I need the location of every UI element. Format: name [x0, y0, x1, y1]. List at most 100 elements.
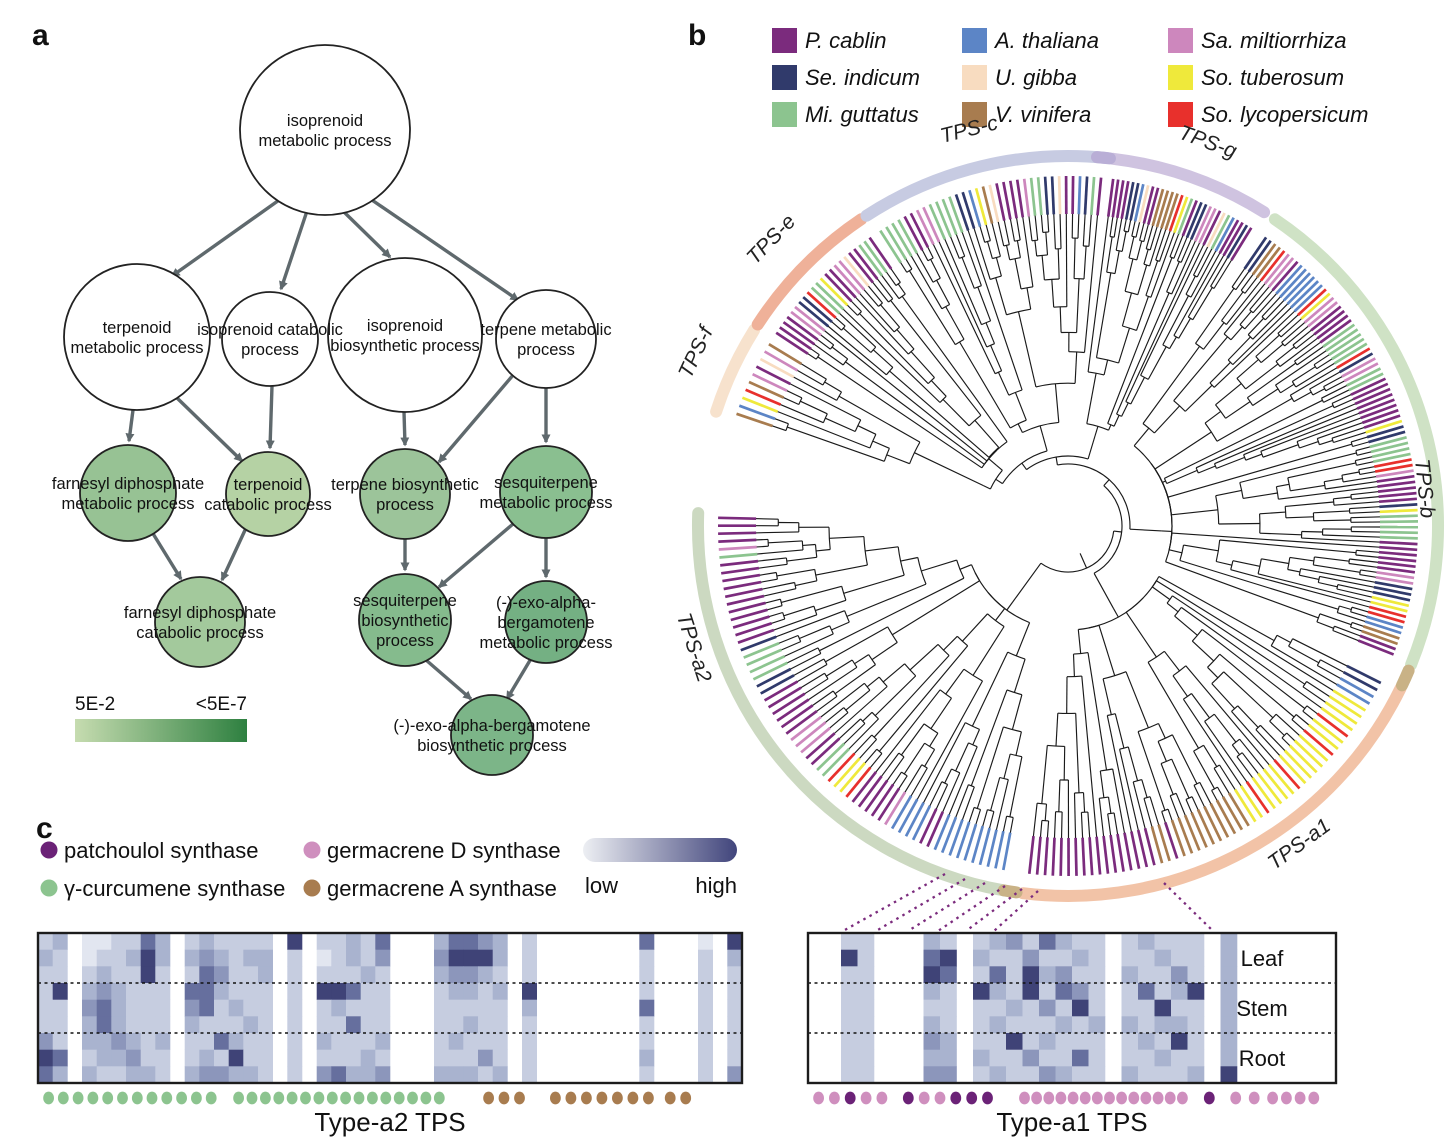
- heatmap-cell: [478, 1016, 493, 1034]
- species-name: V. vinifera: [995, 102, 1091, 127]
- heatmap-cell: [228, 983, 244, 1000]
- synthase-label: patchoulol synthase: [64, 838, 258, 863]
- tree-tip: [928, 203, 947, 240]
- heatmap-cell: [1121, 1049, 1139, 1067]
- heatmap-cell: [111, 1066, 127, 1084]
- tree-tip: [1177, 817, 1194, 854]
- heatmap-cell: [375, 1049, 391, 1067]
- gene-type-dot: [550, 1091, 561, 1105]
- heatmap-cell: [434, 966, 449, 984]
- heatmap-cell: [258, 1066, 273, 1084]
- tree-tip: [1206, 212, 1226, 248]
- clade-ring-arc: [1107, 152, 1271, 219]
- tree-tip: [1283, 749, 1313, 779]
- heatmap-cell: [155, 966, 171, 984]
- heatmap-cell: [228, 1033, 244, 1050]
- tree-tip: [1183, 814, 1201, 851]
- heatmap-cell: [258, 1049, 273, 1067]
- heatmap-cell: [1088, 999, 1106, 1017]
- heatmap-cell: [727, 1049, 743, 1067]
- heatmap-cell: [448, 1016, 464, 1034]
- heatmap-cell: [184, 933, 200, 950]
- tree-tip: [1251, 243, 1277, 276]
- species-legend: b P. cablin Se. indicum Mi. guttatus A. thal…: [688, 19, 1369, 127]
- tree-tip: [795, 721, 827, 748]
- heatmap-cell: [52, 1033, 68, 1050]
- tree-tip: [870, 783, 895, 817]
- heatmap-cell: [639, 966, 655, 984]
- tree-tip: [1282, 272, 1311, 302]
- go-term-label: process: [376, 496, 434, 514]
- clade-label: TPS-e: [742, 210, 800, 269]
- heatmap-cell: [1154, 1016, 1172, 1034]
- heatmap-cell: [1121, 999, 1139, 1017]
- gene-type-dot: [1248, 1091, 1260, 1105]
- tree-tip: [961, 191, 976, 229]
- clade-ring-arc: [1016, 682, 1407, 902]
- tree-tip: [1209, 802, 1230, 838]
- heatmap-cell: [989, 1016, 1007, 1034]
- heatmap-cell: [199, 966, 215, 984]
- heatmap-cell: [1022, 1033, 1040, 1050]
- tree-tip: [1330, 337, 1365, 361]
- dag-edge: [505, 656, 534, 701]
- tree-tip: [1339, 677, 1375, 699]
- tree-tip: [1374, 458, 1412, 469]
- heatmap-cell: [1171, 983, 1188, 1000]
- heatmap-cell: [258, 949, 273, 967]
- tree-tip: [738, 404, 776, 421]
- heatmap-cell: [841, 933, 858, 950]
- heatmap-type-a1-tps: Type-a1 TPS Leaf Stem Root: [806, 931, 1338, 1137]
- tree-tip: [798, 300, 830, 328]
- dag-edge: [437, 522, 515, 589]
- heatmap-cell: [287, 966, 303, 984]
- scale-min-label: 5E-2: [75, 694, 115, 715]
- heatmap-cell: [140, 1049, 156, 1067]
- heatmap-title: Type-a2 TPS: [314, 1107, 465, 1137]
- heatmap-cell: [360, 1033, 376, 1050]
- gene-type-dot: [1116, 1091, 1127, 1105]
- heatmap-cell: [155, 1016, 171, 1034]
- heatmap-cell: [940, 966, 957, 984]
- heatmap-cell: [463, 1049, 479, 1067]
- tree-tip: [1263, 253, 1290, 285]
- heatmap-cell: [1154, 966, 1172, 984]
- heatmap-cell: [463, 949, 479, 967]
- tree-tip: [1379, 514, 1418, 519]
- tree-tip: [1129, 182, 1140, 221]
- heatmap-cell: [1039, 1066, 1056, 1084]
- scale-high-label: high: [695, 873, 737, 898]
- heatmap-cell: [989, 983, 1007, 1000]
- heatmap-cell: [1138, 949, 1155, 967]
- heatmap-cell: [346, 983, 361, 1000]
- go-term-label: catabolic process: [136, 624, 263, 642]
- heatmap-cell: [316, 999, 332, 1017]
- tree-tip: [741, 396, 779, 413]
- tree-tip: [1362, 625, 1400, 640]
- go-term-node: [495, 289, 597, 389]
- gene-type-dot: [57, 1091, 69, 1105]
- tissue-label: Stem: [1236, 996, 1287, 1021]
- tree-tip: [1354, 387, 1391, 406]
- tree-tip: [1319, 319, 1352, 344]
- heatmap-cell: [346, 1049, 361, 1067]
- heatmap-cell: [841, 1066, 858, 1084]
- heatmap-cell: [1171, 949, 1188, 967]
- tree-tip: [748, 380, 785, 399]
- heatmap-cell: [841, 999, 858, 1017]
- go-dag-panel: a isoprenoid metabolic process terpenoid met…: [32, 19, 612, 776]
- heatmap-cell: [1072, 1066, 1089, 1084]
- heatmap-cell: [1187, 1049, 1205, 1067]
- go-term-label: metabolic process: [71, 339, 204, 357]
- heatmap-cell: [258, 1016, 273, 1034]
- tree-tip: [1022, 178, 1031, 217]
- heatmap-cell: [522, 1049, 537, 1067]
- tree-tip: [974, 187, 988, 226]
- heatmap-cell: [214, 1066, 229, 1084]
- tree-tip: [1293, 284, 1323, 313]
- tree-tip: [745, 388, 782, 406]
- tree-tip: [1293, 739, 1324, 768]
- heatmap-cell: [522, 983, 537, 1000]
- tree-tip: [775, 331, 809, 355]
